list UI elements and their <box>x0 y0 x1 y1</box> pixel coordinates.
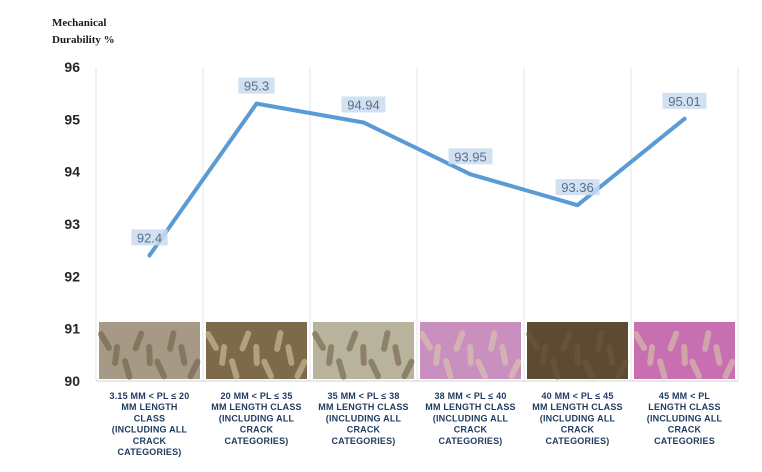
pellet-shape <box>392 344 402 366</box>
pellet-shape <box>346 330 359 352</box>
pellet-shape <box>98 331 112 351</box>
pellet-shape <box>368 358 382 380</box>
pellet-shape <box>722 358 736 380</box>
pellet-shape <box>433 344 442 366</box>
pellet-shape <box>253 344 260 366</box>
pellet-shape <box>574 344 581 366</box>
y-axis-title-line-2: Durability % <box>52 34 115 46</box>
y-tick-label: 93 <box>64 216 80 232</box>
pellet-shape <box>550 358 561 380</box>
pellet-photos <box>98 322 736 380</box>
pellet-shape <box>667 330 680 352</box>
pellet-shape <box>560 330 573 352</box>
pellet-shape <box>261 358 275 380</box>
x-tick-label: 38 MM < PL ≤ 40 MM LENGTH CLASS (INCLUDING… <box>425 391 516 446</box>
pellet-shape <box>633 331 647 351</box>
y-tick-label: 95 <box>64 111 80 127</box>
pellet-shape <box>205 331 219 351</box>
pellet-shape <box>606 344 616 366</box>
x-tick-label: 35 MM < PL ≤ 38 MM LENGTH CLASS (INCLUDING… <box>318 391 409 446</box>
pellet-shape <box>475 358 489 380</box>
pellet-shape <box>239 330 252 352</box>
pellet-shape <box>229 358 240 380</box>
pellet-shape <box>312 331 326 351</box>
pellet-shape <box>132 330 145 352</box>
pellet-shape <box>615 358 629 380</box>
pellet-shape <box>647 344 656 366</box>
data-point <box>361 120 366 125</box>
pellet-shape <box>401 358 415 380</box>
grid-lines <box>95 67 739 382</box>
data-point <box>575 203 580 208</box>
y-tick-label: 96 <box>64 59 80 75</box>
x-tick-label: 45 MM < PL LENGTH CLASS (INCLUDING ALL CRAC… <box>647 391 723 446</box>
data-label-bg <box>555 179 600 196</box>
pellet-shape <box>187 358 201 380</box>
data-label-bg <box>238 77 275 94</box>
pellet-shape <box>336 358 347 380</box>
y-tick-label: 94 <box>64 164 80 180</box>
data-label-bg <box>448 148 493 165</box>
pellet-shape <box>112 344 121 366</box>
x-tick-label: 40 MM < PL ≤ 45 MM LENGTH CLASS (INCLUDING… <box>532 391 623 446</box>
pellet-shape <box>488 330 498 352</box>
data-point <box>682 116 687 121</box>
pellet-shape <box>453 330 466 352</box>
pellet-shape <box>326 344 335 366</box>
pellet-shape <box>526 331 540 351</box>
data-point <box>254 101 259 106</box>
pellet-shape <box>167 330 177 352</box>
pellet-shape <box>443 358 454 380</box>
pellet-shape <box>219 344 228 366</box>
x-tick-label: 20 MM < PL ≤ 35 MM LENGTH CLASS (INCLUDING… <box>211 391 302 446</box>
pellet-shape <box>178 344 188 366</box>
pellet-shape <box>467 344 474 366</box>
data-label: 95.01 <box>668 94 701 109</box>
pellet-shape <box>381 330 391 352</box>
pellet-shape <box>122 358 133 380</box>
y-tick-label: 92 <box>64 268 80 284</box>
data-point <box>468 172 473 177</box>
data-label: 93.95 <box>454 149 487 164</box>
data-label: 93.36 <box>561 180 594 195</box>
pellet-shape <box>274 330 284 352</box>
y-axis: Mechanical Durability % 90 91 92 93 94 95 96 <box>52 17 115 389</box>
data-point <box>147 253 152 258</box>
data-label: 92.4 <box>137 230 162 245</box>
pellet-shape <box>702 330 712 352</box>
pellet-shape <box>540 344 549 366</box>
pellet-shape <box>360 344 367 366</box>
x-tick-label: 3.15 MM < PL ≤ 20 MM LENGTH CLASS (INCLUDIN… <box>110 391 190 457</box>
pellet-shape <box>285 344 295 366</box>
pellet-shape <box>419 331 433 351</box>
data-label-bg <box>341 96 386 113</box>
pellet-shape <box>657 358 668 380</box>
pellet-shape <box>582 358 596 380</box>
data-labels: 92.4 95.3 94.94 93.95 93.36 95.01 <box>131 77 707 246</box>
y-tick-label: 91 <box>64 321 80 337</box>
y-tick-label: 90 <box>64 373 80 389</box>
data-label: 94.94 <box>347 97 380 112</box>
data-label: 95.3 <box>244 79 269 94</box>
pellet-shape <box>681 344 688 366</box>
pellet-shape <box>294 358 308 380</box>
data-label-bg <box>662 92 707 109</box>
pellet-shape <box>689 358 703 380</box>
pellet-shape <box>508 358 522 380</box>
x-axis: 3.15 MM < PL ≤ 20 MM LENGTH CLASS (INCLUDIN… <box>110 391 723 457</box>
data-label-bg <box>131 229 168 246</box>
pellet-shape <box>154 358 168 380</box>
pellet-shape <box>499 344 509 366</box>
pellet-shape <box>595 330 605 352</box>
pellet-shape <box>713 344 723 366</box>
pellet-shape <box>146 344 153 366</box>
y-axis-title-line-1: Mechanical <box>52 17 106 29</box>
